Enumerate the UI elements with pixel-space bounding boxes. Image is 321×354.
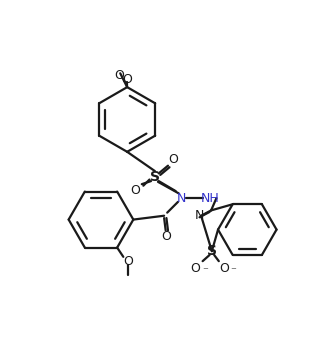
Text: ⁻: ⁻: [203, 266, 209, 276]
Text: S: S: [207, 244, 217, 258]
Text: O: O: [169, 153, 178, 166]
Text: NH: NH: [201, 192, 220, 205]
Text: O: O: [219, 262, 229, 275]
Text: ⁻: ⁻: [230, 266, 236, 276]
Text: O: O: [122, 73, 132, 86]
Text: N: N: [195, 209, 204, 222]
Text: O: O: [190, 262, 200, 275]
Text: O: O: [115, 69, 125, 82]
Text: O: O: [123, 255, 133, 268]
Text: O: O: [161, 230, 171, 243]
Text: N: N: [177, 192, 187, 205]
Text: O: O: [130, 184, 140, 197]
Text: S: S: [150, 170, 160, 184]
